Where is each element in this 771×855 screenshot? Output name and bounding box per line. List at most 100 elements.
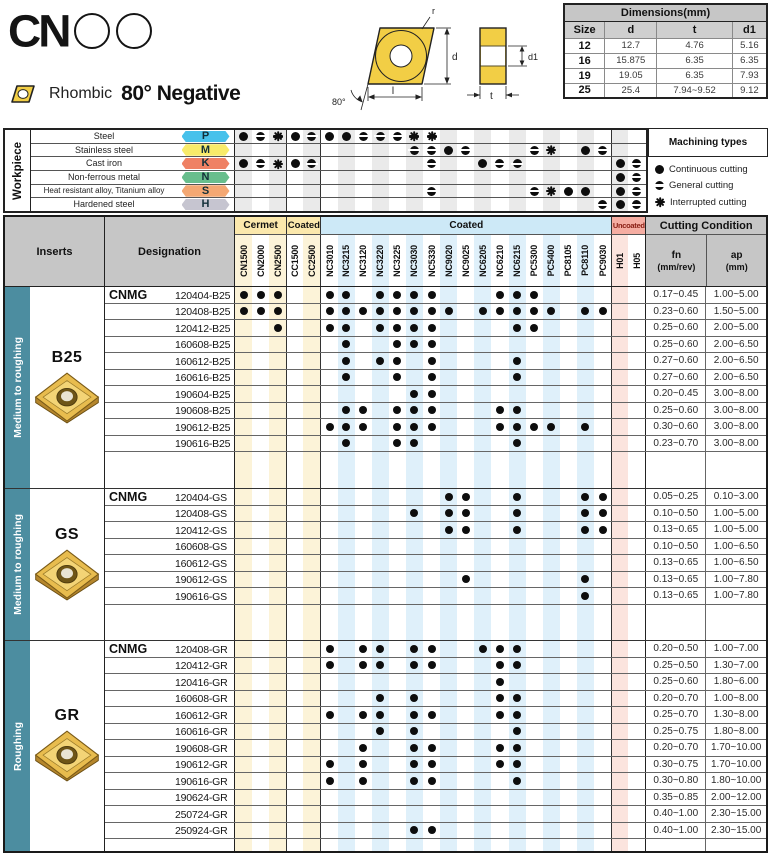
grade-cell <box>440 538 458 554</box>
grade-column-label: H01 <box>615 252 626 269</box>
grade-cell <box>560 674 577 690</box>
grade-cell <box>303 674 321 690</box>
general-cutting-symbol <box>254 131 267 141</box>
grade-cell <box>320 402 337 418</box>
grade-cell <box>526 403 543 419</box>
grade-cell <box>355 287 372 303</box>
workpiece-mark-cell <box>371 184 389 198</box>
grade-cell <box>628 572 645 588</box>
grade-cell <box>491 539 508 555</box>
workpiece-mark-cell <box>389 144 406 157</box>
workpiece-mark-cell <box>252 171 269 184</box>
grade-cell <box>252 674 269 690</box>
grade-cell <box>303 369 321 385</box>
grade-cell <box>594 674 611 690</box>
grade-cell <box>320 604 337 640</box>
availability-dot <box>513 439 522 448</box>
workpiece-mark-cell <box>235 171 253 184</box>
grade-cell <box>235 756 253 772</box>
grade-cell <box>389 674 406 690</box>
grade-cell <box>371 789 389 805</box>
grade-cell <box>508 839 526 851</box>
designation-text: 120408-GS <box>175 508 227 520</box>
grade-cell <box>440 740 458 756</box>
section-spacer <box>105 604 766 641</box>
grade-cell <box>628 386 645 402</box>
grade-cell <box>235 839 253 851</box>
fn-value: 0.13~0.65 <box>645 588 707 604</box>
grade-cell <box>337 402 355 418</box>
workpiece-mark-cell <box>371 143 389 157</box>
grade-cell <box>440 336 458 352</box>
grade-cell <box>457 489 474 505</box>
grade-cell <box>628 839 645 851</box>
grade-cell <box>611 489 629 505</box>
grade-cell <box>576 789 594 805</box>
availability-dot <box>393 373 402 382</box>
grade-cell <box>474 839 492 851</box>
grade-column-label: NC3225 <box>392 244 403 277</box>
designation-text: 190612-GS <box>175 574 227 586</box>
table-row: 190608-B25 0.25~0.60 3.00~8.00 <box>105 402 766 419</box>
grade-cell <box>269 604 287 640</box>
availability-dot <box>410 760 419 769</box>
availability-dot <box>325 776 334 785</box>
fn-value: 0.25~0.50 <box>645 657 707 673</box>
availability-dot <box>513 406 522 415</box>
grade-cell <box>355 823 372 839</box>
designation-cell: 190616-GS <box>105 588 235 604</box>
availability-dot <box>581 307 590 316</box>
grade-cell <box>576 538 594 554</box>
dimensions-row: 25 25.4 7.94~9.52 9.12 <box>563 82 768 99</box>
grade-cell <box>269 353 287 369</box>
grade-cell <box>355 539 372 555</box>
grade-cell <box>474 353 492 369</box>
fn-value: 0.25~0.60 <box>645 336 707 352</box>
designation-text: 160612-GR <box>175 709 228 722</box>
grade-cell <box>235 789 253 805</box>
grade-cell <box>474 789 492 805</box>
grade-cell <box>611 320 629 336</box>
workpiece-mark-cell <box>235 198 253 212</box>
grade-cell <box>440 657 458 673</box>
grade-cell <box>611 435 629 451</box>
grade-cell <box>389 320 406 336</box>
availability-dot <box>410 743 419 752</box>
grade-cell <box>252 658 269 674</box>
grade-cell <box>355 337 372 353</box>
grade-cell <box>389 724 406 740</box>
workpiece-mark-cell <box>628 144 645 157</box>
grade-cell <box>371 538 389 554</box>
grade-cell <box>423 506 440 522</box>
availability-dot <box>359 760 368 769</box>
availability-dot <box>342 439 351 448</box>
general-cutting-symbol <box>408 145 421 155</box>
workpiece-mark-cell <box>337 157 355 171</box>
grade-cell <box>389 436 406 452</box>
workpiece-mark-cell <box>405 171 424 184</box>
availability-dot <box>495 710 504 719</box>
grade-column-label: CC1500 <box>290 244 301 277</box>
workpiece-mark-cell <box>355 171 372 184</box>
grade-cell <box>371 756 389 772</box>
ap-label: ap <box>730 249 743 261</box>
availability-dot <box>495 422 504 431</box>
grade-cell <box>491 605 508 641</box>
fn-value: 0.27~0.60 <box>645 369 707 385</box>
grade-cell <box>611 839 629 851</box>
grade-cell <box>628 555 645 571</box>
grade-column-label: NC3120 <box>358 244 369 277</box>
grade-cell <box>269 723 287 739</box>
grade-cell <box>457 757 474 773</box>
grade-cell <box>405 773 424 789</box>
availability-dot <box>393 307 402 316</box>
availability-dot <box>427 422 436 431</box>
grade-column-header: CC2500 <box>303 235 321 286</box>
grade-cell <box>474 435 492 451</box>
grade-cell <box>440 707 458 723</box>
grade-cell <box>303 538 321 554</box>
grade-cell <box>440 690 458 706</box>
grade-cell <box>542 588 560 604</box>
grade-cell <box>474 369 492 385</box>
designation-cell: 190616-GR <box>105 773 235 789</box>
